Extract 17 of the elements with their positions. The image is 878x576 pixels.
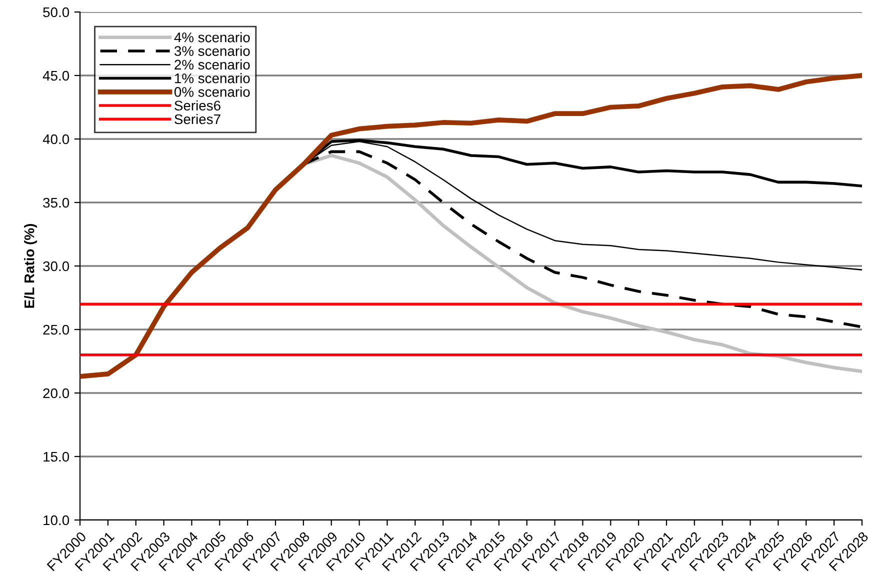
y-tick-label: 30.0 — [43, 261, 70, 272]
y-tick-label: 40.0 — [42, 134, 70, 144]
legend-label: Series6 — [174, 100, 220, 111]
legend-label: 2% scenario — [174, 59, 250, 70]
y-tick-label: 20.0 — [43, 388, 70, 398]
legend-label: 4% scenario — [174, 32, 250, 42]
y-tick-label: 45.0 — [42, 70, 70, 81]
y-axis-title: E/L Ratio (%) — [24, 224, 37, 308]
y-tick-label: 50.0 — [43, 7, 70, 18]
legend-label: 3% scenario — [174, 46, 250, 56]
y-tick-label: 35.0 — [43, 198, 70, 208]
y-tick-label: 10.0 — [44, 515, 70, 526]
y-tick-label: 15.0 — [44, 452, 70, 462]
legend-label: 1% scenario — [174, 73, 250, 84]
y-tick-label: 25.0 — [43, 324, 70, 335]
legend-label: 0% scenario — [174, 86, 250, 97]
legend-label: Series7 — [174, 114, 220, 124]
